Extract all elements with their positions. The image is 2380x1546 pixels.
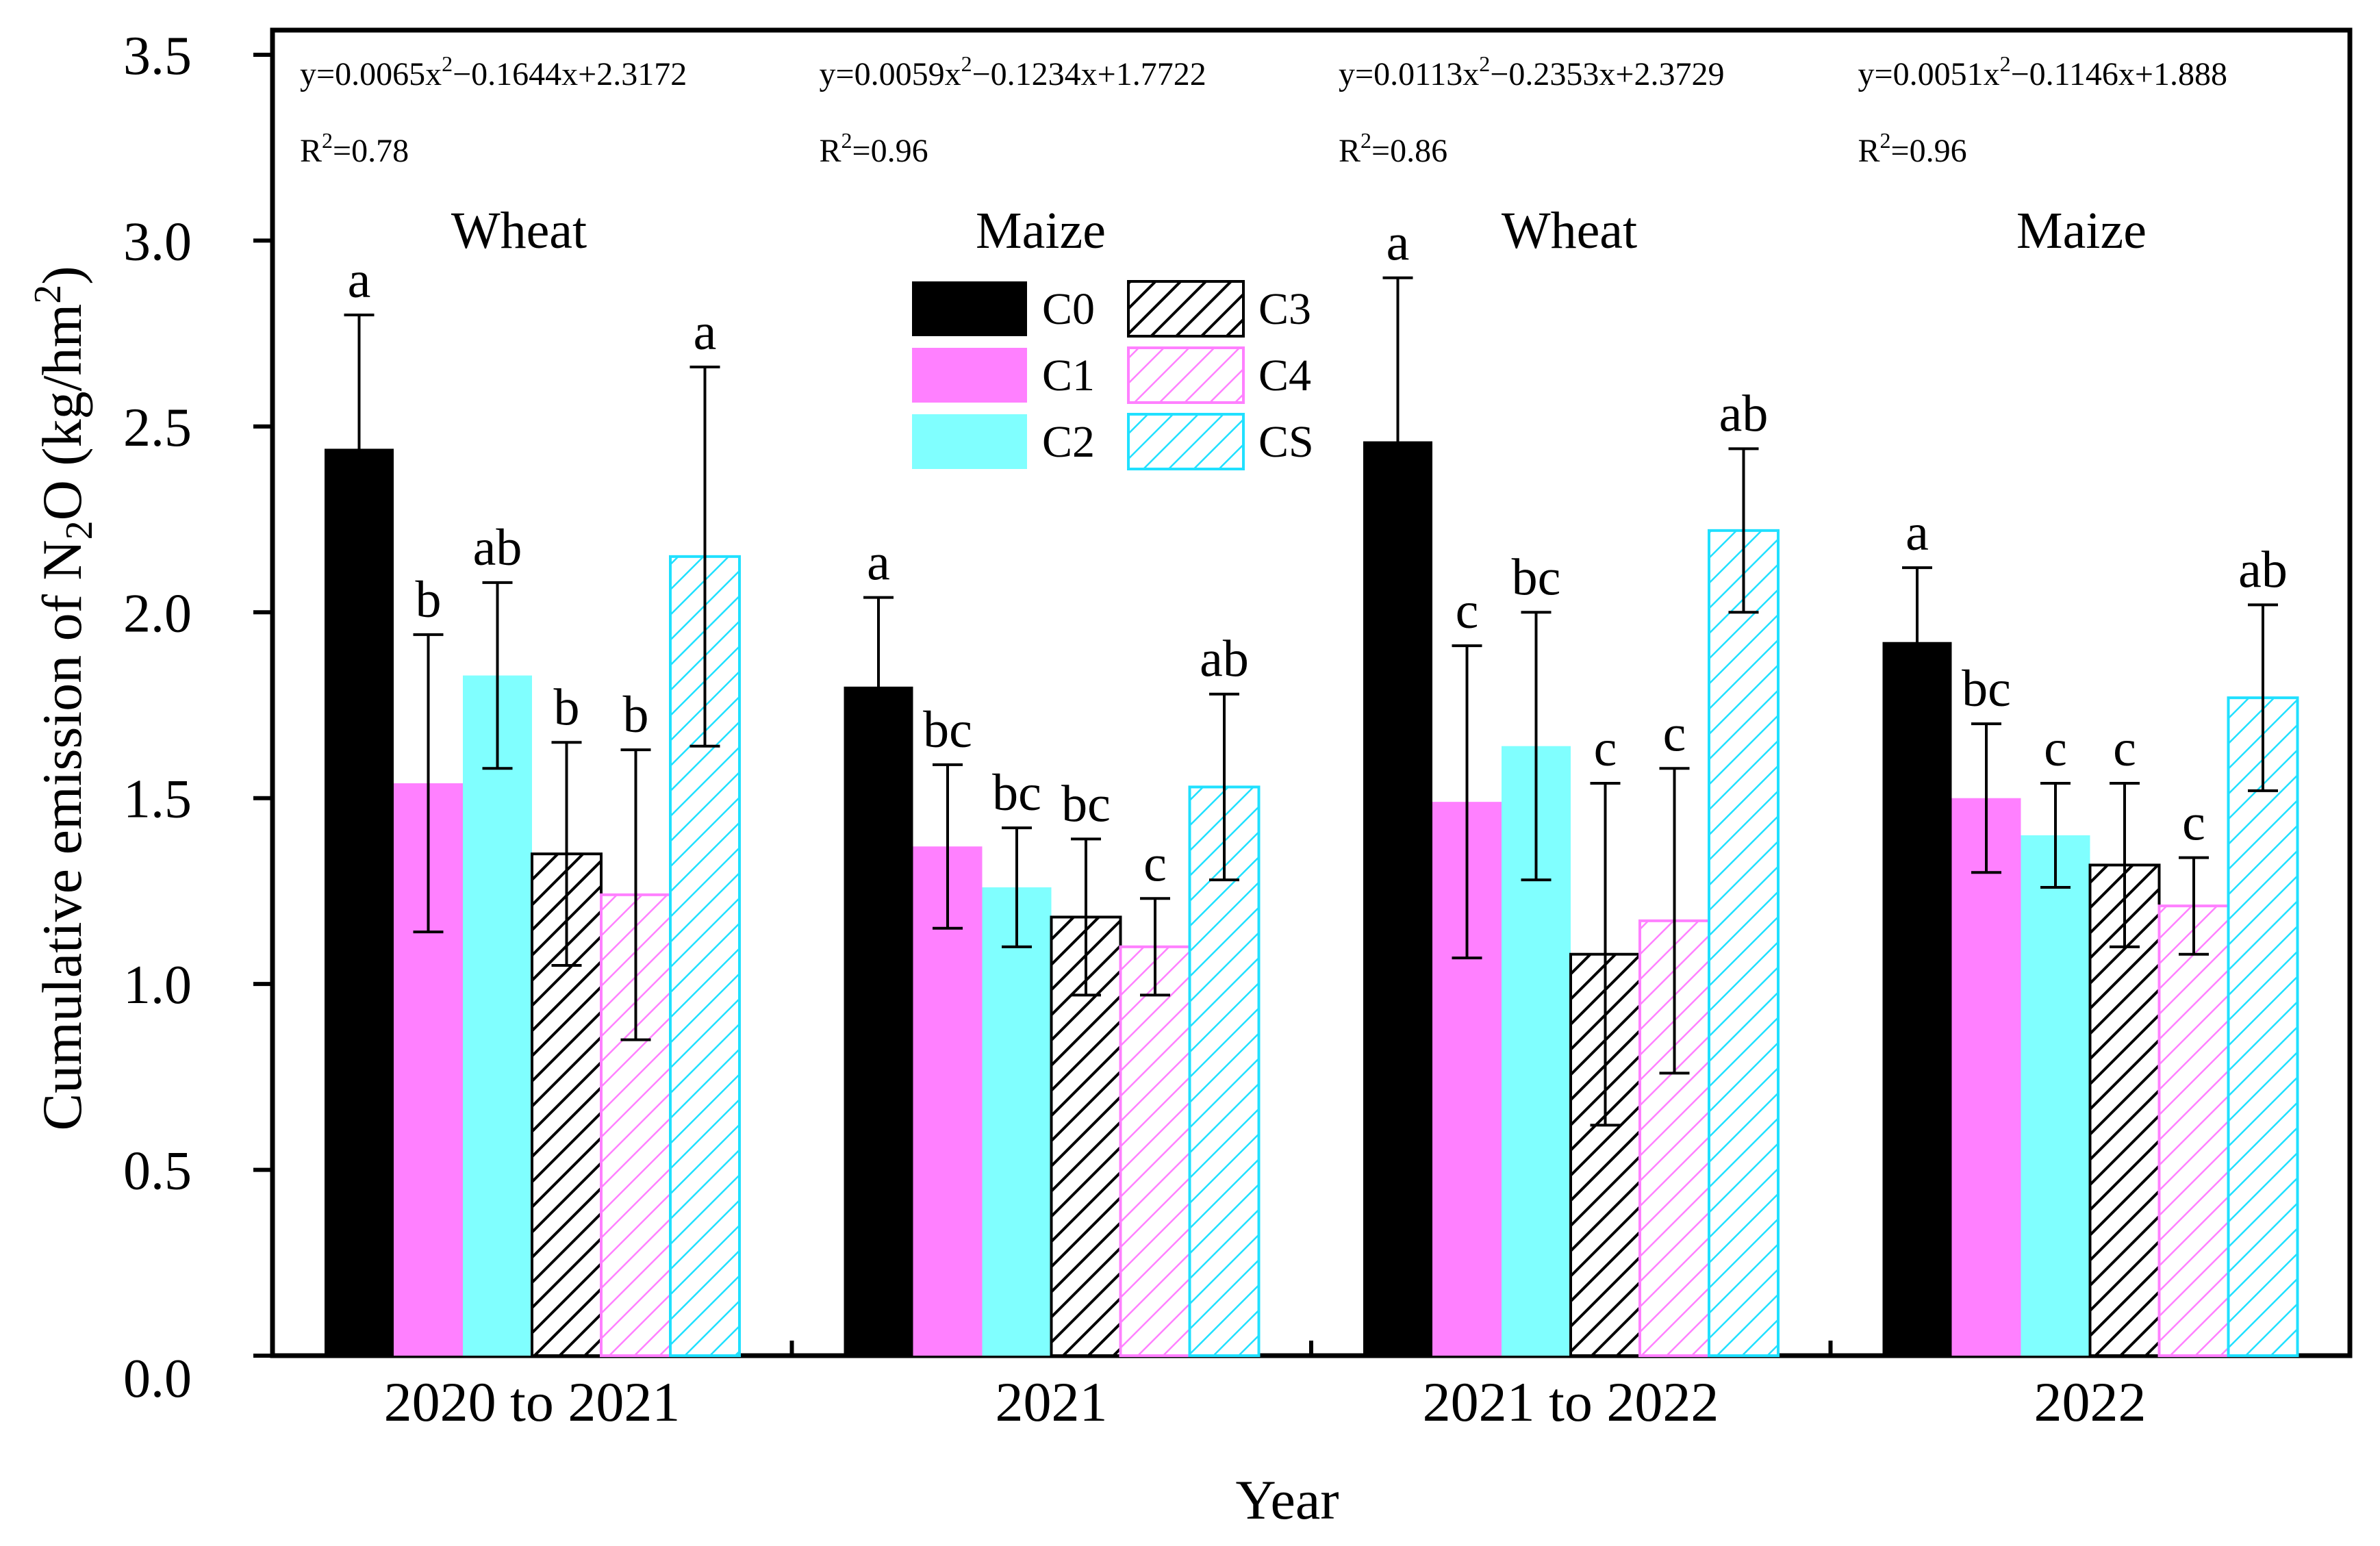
y-tick-label: 2.0 — [123, 583, 192, 644]
significance-letter-C2: ab — [473, 519, 522, 576]
significance-letter-C0: a — [1906, 504, 1929, 561]
error-bar-layer — [344, 276, 2278, 1127]
significance-letter-CS: ab — [1719, 385, 1769, 442]
legend-label-C0: C0 — [1042, 284, 1095, 334]
significance-letter-C3: c — [2113, 720, 2136, 777]
significance-letter-CS: ab — [2238, 541, 2288, 598]
legend-label-C4: C4 — [1258, 351, 1311, 401]
bar-C0 — [844, 686, 913, 1356]
r-squared-label: R2=0.78 — [300, 128, 409, 169]
r-squared-label: R2=0.86 — [1339, 128, 1447, 169]
y-tick-label: 2.5 — [123, 398, 192, 458]
significance-letter-C4: c — [1663, 705, 1686, 762]
significance-letter-C2: bc — [992, 764, 1041, 822]
y-tick-label: 1.0 — [123, 955, 192, 1015]
r-squared-label: R2=0.96 — [1858, 128, 1967, 169]
y-tick-label: 0.5 — [123, 1141, 192, 1202]
bar-C0 — [325, 448, 394, 1356]
legend-swatch-C0 — [912, 281, 1027, 336]
bar-CS — [2227, 696, 2299, 1357]
significance-letter-C1: c — [1456, 582, 1479, 639]
significance-letter-C1: bc — [923, 701, 972, 759]
legend-swatch-C1 — [912, 348, 1027, 403]
significance-letter-C3: c — [1594, 720, 1617, 777]
y-tick-label: 3.0 — [123, 212, 192, 272]
crop-label: Wheat — [451, 202, 587, 259]
crop-label: Maize — [2016, 202, 2147, 259]
significance-letter-CS: a — [694, 303, 717, 361]
x-category-label: 2021 — [996, 1371, 1108, 1433]
significance-letter-C4: b — [623, 686, 649, 744]
y-axis: 0.0 0.5 1.0 1.5 2.0 2.5 3.0 3.5 — [123, 26, 273, 1409]
crop-label: Maize — [976, 202, 1106, 259]
significance-letter-C0: a — [1387, 214, 1410, 272]
significance-letter-C1: bc — [1962, 660, 2011, 718]
equation-label: y=0.0051x2−0.1146x+1.888 — [1858, 51, 2227, 92]
equation-label: y=0.0113x2−0.2353x+2.3729 — [1339, 51, 1724, 92]
bar-C1 — [913, 846, 983, 1356]
bar-C4 — [2157, 904, 2230, 1357]
bar-CS — [1188, 785, 1261, 1357]
significance-letter-C0: a — [867, 534, 890, 592]
x-axis: 2020 to 2021 2021 2021 to 2022 2022 — [384, 1341, 2147, 1433]
legend-swatch-C3 — [1127, 280, 1245, 338]
legend-label-C1: C1 — [1042, 351, 1095, 401]
crop-label: Wheat — [1502, 202, 1637, 259]
significance-letter-C2: bc — [1512, 548, 1561, 606]
bar-C2 — [982, 887, 1052, 1356]
y-tick-label: 1.5 — [123, 770, 192, 830]
r-squared-label: R2=0.96 — [820, 128, 928, 169]
x-axis-label: Year — [1235, 1469, 1339, 1531]
legend-label-C2: C2 — [1042, 417, 1095, 467]
y-tick-label: 3.5 — [123, 26, 192, 86]
equation-label: y=0.0059x2−0.1234x+1.7722 — [820, 51, 1206, 92]
significance-letter-C4: c — [2182, 794, 2205, 852]
significance-letter-CS: ab — [1200, 631, 1249, 688]
bar-C4 — [1119, 945, 1191, 1358]
bar-C2 — [2021, 835, 2090, 1356]
legend-swatch-CS — [1127, 413, 1245, 470]
group-annotations: y=0.0065x2−0.1644x+2.3172 R2=0.78 y=0.0059… — [300, 51, 2227, 259]
legend-label-C3: C3 — [1258, 284, 1311, 334]
legend-swatch-C2 — [912, 414, 1027, 469]
significance-letter-C0: a — [348, 251, 371, 309]
significance-letter-C3: b — [554, 679, 580, 736]
bar-C1 — [1951, 798, 2021, 1356]
legend-label-CS: CS — [1258, 417, 1314, 467]
x-category-label: 2022 — [2034, 1371, 2147, 1433]
legend: C0 C1 C2 C3 C4 CS — [912, 280, 1314, 470]
significance-letter-C4: c — [1143, 835, 1167, 892]
bar-C2 — [463, 675, 532, 1356]
legend-swatch-C4 — [1127, 346, 1245, 404]
x-category-label: 2021 to 2022 — [1423, 1371, 1719, 1433]
y-tick-label: 0.0 — [123, 1349, 192, 1409]
bar-C0 — [1882, 642, 1952, 1356]
bar-layer — [325, 441, 2299, 1358]
significance-letter-C2: c — [2044, 720, 2067, 777]
equation-label: y=0.0065x2−0.1644x+2.3172 — [300, 51, 687, 92]
y-axis-label: Cumulative emission of N2O (kg/hm2) — [27, 266, 101, 1130]
significance-letter-C3: bc — [1061, 775, 1111, 833]
significance-letter-C1: b — [416, 571, 442, 629]
x-category-label: 2020 to 2021 — [384, 1371, 681, 1433]
bar-CS — [1708, 529, 1780, 1357]
